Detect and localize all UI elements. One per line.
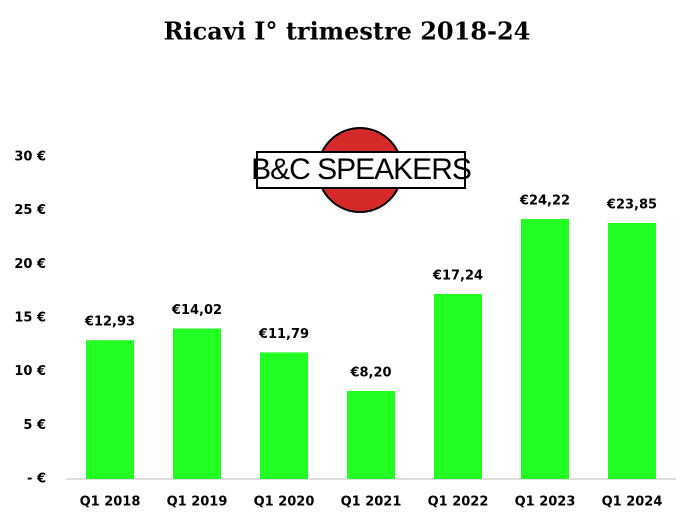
x-tick-label: Q1 2024 <box>602 495 663 510</box>
value-label: €17,24 <box>432 268 483 283</box>
value-label: €24,22 <box>519 194 570 209</box>
bar <box>260 352 308 479</box>
bar <box>86 340 134 479</box>
y-tick-label: 5 € <box>23 418 46 433</box>
bar <box>434 293 482 479</box>
bar <box>347 390 395 479</box>
y-tick-label: 20 € <box>14 257 46 272</box>
bar <box>173 328 221 479</box>
x-tick-label: Q1 2019 <box>167 495 228 510</box>
logo: B&C SPEAKERS <box>251 127 472 213</box>
y-tick-label: 25 € <box>14 203 46 218</box>
value-label: €14,02 <box>171 303 222 318</box>
y-tick-label: 30 € <box>14 150 46 165</box>
x-tick-label: Q1 2022 <box>428 495 489 510</box>
y-tick-label: 10 € <box>14 364 46 379</box>
y-tick-label: - € <box>27 472 46 487</box>
bar <box>521 219 569 479</box>
y-tick-label: 15 € <box>14 311 46 326</box>
value-label: €8,20 <box>349 365 391 380</box>
chart-title: Ricavi I° trimestre 2018-24 <box>164 17 531 46</box>
logo-text: B&C SPEAKERS <box>251 153 471 186</box>
bar <box>608 223 656 479</box>
value-label: €11,79 <box>258 327 309 342</box>
value-label: €23,85 <box>606 198 657 213</box>
x-tick-label: Q1 2020 <box>254 495 315 510</box>
x-tick-label: Q1 2021 <box>341 495 402 510</box>
value-label: €12,93 <box>84 315 135 330</box>
x-tick-label: Q1 2023 <box>515 495 576 510</box>
logo-box <box>256 151 466 189</box>
x-tick-label: Q1 2018 <box>80 495 141 510</box>
